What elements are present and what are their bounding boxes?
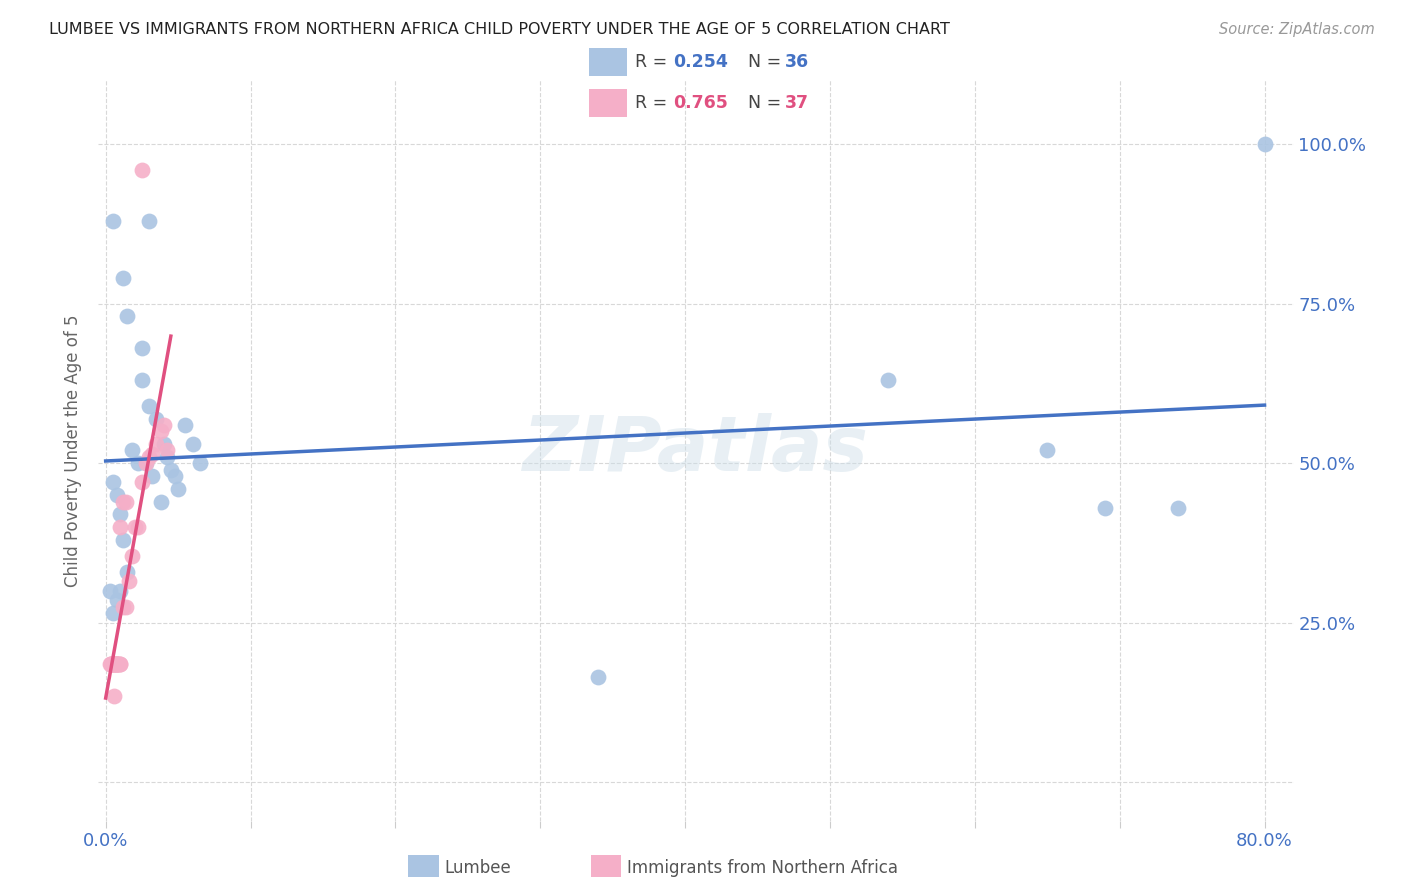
Point <box>118 574 141 589</box>
Point <box>1036 443 1059 458</box>
Point <box>124 520 146 534</box>
Point <box>112 271 135 285</box>
Text: 37: 37 <box>785 95 810 112</box>
Point <box>101 657 124 672</box>
Point <box>181 437 204 451</box>
Point <box>141 447 163 461</box>
Point <box>105 488 128 502</box>
Point <box>131 162 153 177</box>
Point <box>105 657 128 672</box>
Point <box>103 657 125 672</box>
Text: LUMBEE VS IMMIGRANTS FROM NORTHERN AFRICA CHILD POVERTY UNDER THE AGE OF 5 CORRE: LUMBEE VS IMMIGRANTS FROM NORTHERN AFRIC… <box>49 22 950 37</box>
Point <box>174 417 197 432</box>
Text: R =: R = <box>636 95 673 112</box>
Point <box>131 342 153 356</box>
Point <box>152 417 174 432</box>
Y-axis label: Child Poverty Under the Age of 5: Child Poverty Under the Age of 5 <box>65 314 83 587</box>
Point <box>112 533 135 547</box>
Point <box>98 657 121 672</box>
Point <box>138 399 160 413</box>
Point <box>145 437 167 451</box>
Point <box>105 593 128 607</box>
Text: 36: 36 <box>785 53 810 70</box>
Point <box>135 456 157 470</box>
Point <box>100 657 122 672</box>
Point <box>165 469 187 483</box>
Point <box>141 469 163 483</box>
Point <box>127 520 149 534</box>
Point <box>104 657 127 672</box>
Point <box>138 450 160 464</box>
Point <box>121 549 143 563</box>
Point <box>98 583 121 598</box>
Point <box>108 657 131 672</box>
Point <box>160 462 183 476</box>
Point <box>101 475 124 490</box>
Point <box>877 373 900 387</box>
Point <box>101 213 124 227</box>
Text: 0.254: 0.254 <box>673 53 728 70</box>
Point <box>167 482 190 496</box>
FancyBboxPatch shape <box>589 89 627 117</box>
Point <box>100 657 122 672</box>
Point <box>117 565 139 579</box>
Text: N =: N = <box>748 95 786 112</box>
Point <box>108 520 131 534</box>
Point <box>138 213 160 227</box>
Point <box>131 475 153 490</box>
Point <box>155 450 177 464</box>
Point <box>1167 500 1189 515</box>
Point <box>149 494 172 508</box>
Point <box>127 456 149 470</box>
Text: Source: ZipAtlas.com: Source: ZipAtlas.com <box>1219 22 1375 37</box>
Text: ZIPatlas: ZIPatlas <box>523 414 869 487</box>
Point <box>117 310 139 324</box>
Point <box>101 657 124 672</box>
Point <box>135 456 157 470</box>
Point <box>103 689 125 703</box>
Point <box>115 494 138 508</box>
Point <box>101 606 124 620</box>
Text: Immigrants from Northern Africa: Immigrants from Northern Africa <box>627 859 898 877</box>
Text: R =: R = <box>636 53 673 70</box>
Point <box>152 437 174 451</box>
Point <box>149 425 172 439</box>
Point <box>103 657 125 672</box>
Point <box>107 657 129 672</box>
Point <box>108 657 131 672</box>
Point <box>112 599 135 614</box>
Text: 0.765: 0.765 <box>673 95 728 112</box>
Point <box>586 670 609 684</box>
Point <box>108 583 131 598</box>
Point <box>108 508 131 522</box>
Point <box>115 599 138 614</box>
Point <box>104 657 127 672</box>
Point <box>105 657 128 672</box>
Text: N =: N = <box>748 53 786 70</box>
Point <box>100 657 122 672</box>
Point <box>131 373 153 387</box>
Point <box>1094 500 1116 515</box>
Point <box>1253 137 1275 152</box>
Point <box>105 657 128 672</box>
Point <box>121 443 143 458</box>
Point <box>145 411 167 425</box>
Point <box>101 657 124 672</box>
Point <box>104 657 127 672</box>
FancyBboxPatch shape <box>589 48 627 76</box>
Point <box>112 494 135 508</box>
Point <box>155 443 177 458</box>
Point <box>188 456 211 470</box>
Text: Lumbee: Lumbee <box>444 859 510 877</box>
